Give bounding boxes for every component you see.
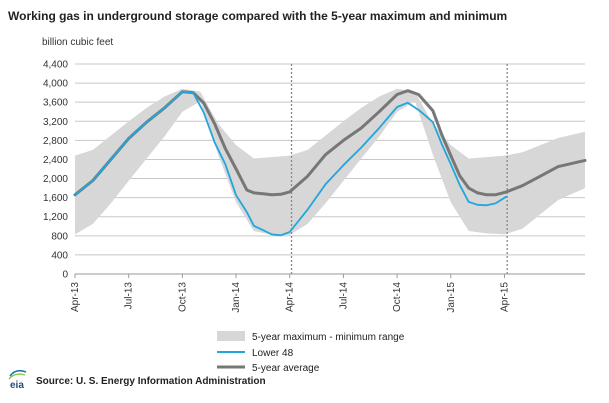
lower-48-line	[74, 90, 508, 237]
y-tick-label: 3,200	[43, 117, 68, 128]
x-tick-label: Jul-13	[124, 282, 135, 310]
x-tick-label: Oct-13	[177, 282, 188, 312]
range-band-area	[75, 88, 585, 235]
x-tick-label: Apr-15	[499, 282, 510, 312]
axes: 0 400 800 1,200 1,600 2,000 2,400 2,800 3,200 3,6…	[43, 60, 585, 313]
x-tick-label: Jan-14	[231, 282, 242, 313]
x-tick-label: Jan-15	[446, 282, 457, 313]
y-tick-label: 4,000	[43, 79, 68, 90]
y-tick-label: 1,200	[43, 212, 68, 223]
legend-label-lower48: Lower 48	[252, 348, 294, 359]
eia-logo-icon: eia	[8, 369, 27, 391]
y-tick-label: 400	[51, 250, 68, 261]
x-tick-label: Apr-14	[285, 282, 296, 312]
chart-title: Working gas in underground storage compa…	[8, 9, 508, 23]
legend-label-range: 5-year maximum - minimum range	[252, 332, 405, 343]
legend-label-avg: 5-year average	[252, 363, 320, 374]
y-tick-label: 2,800	[43, 136, 68, 147]
y-tick-label: 2,400	[43, 155, 68, 166]
y-tick-label: 1,600	[43, 193, 68, 204]
y-tick-label: 3,600	[43, 98, 68, 109]
y-tick-label: 0	[62, 270, 68, 281]
x-tick-label: Oct-14	[392, 282, 403, 312]
y-axis-unit-label: billion cubic feet	[42, 37, 114, 48]
y-tick-label: 2,000	[43, 174, 68, 185]
source-note: Source: U. S. Energy Information Adminis…	[36, 376, 266, 387]
eia-logo-text: eia	[10, 380, 24, 391]
x-tick-label: Apr-13	[70, 282, 81, 312]
y-tick-label: 4,400	[43, 60, 68, 71]
y-tick-label: 800	[51, 231, 68, 242]
x-tick-label: Jul-14	[338, 282, 349, 310]
legend-swatch-range	[217, 331, 245, 341]
range-band-layer	[75, 88, 585, 235]
series-layer	[73, 64, 587, 274]
legend: 5-year maximum - minimum range Lower 48 …	[217, 331, 405, 374]
